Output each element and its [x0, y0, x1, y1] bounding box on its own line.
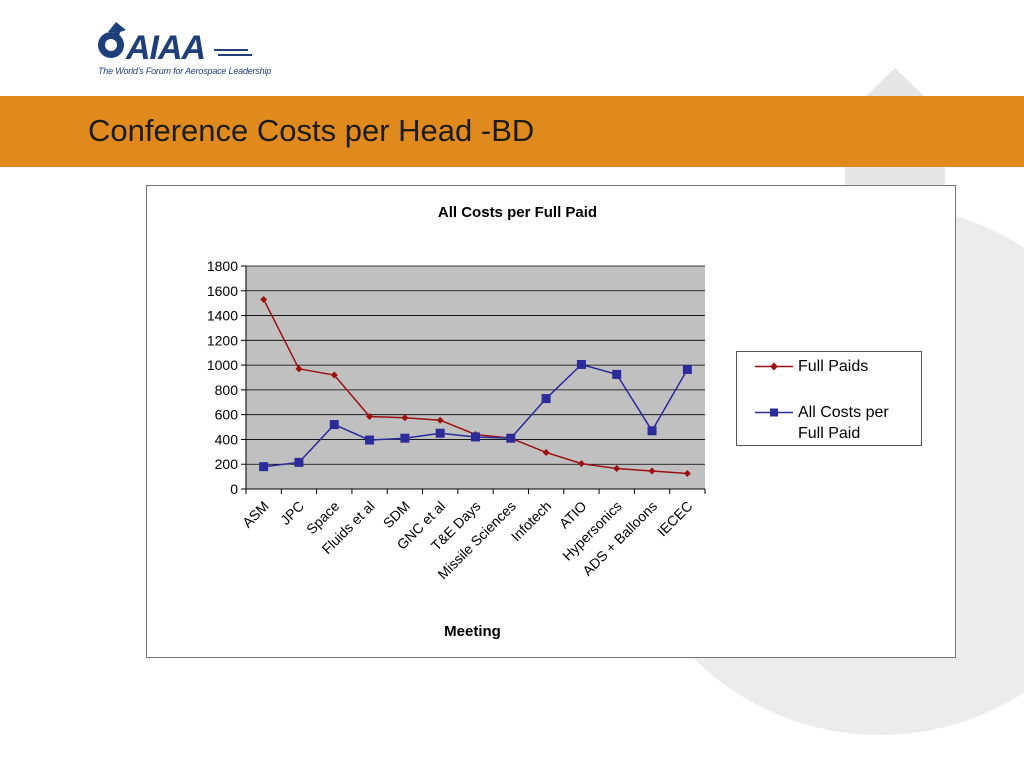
data-point-full-paids	[542, 448, 550, 456]
y-tick-label: 400	[215, 431, 239, 447]
data-point-full-paids	[260, 295, 268, 303]
data-point-full-paids	[401, 414, 409, 422]
data-point-full-paids	[648, 467, 656, 475]
line-chart: All Costs per Full Paid 0 200 400 600 800 1000…	[207, 204, 706, 640]
data-point-all-costs	[435, 428, 445, 438]
data-point-all-costs	[541, 394, 551, 404]
data-point-all-costs	[576, 359, 586, 369]
y-tick-label: 1800	[207, 258, 238, 274]
data-point-full-paids	[330, 371, 338, 379]
y-tick-label: 800	[215, 382, 239, 398]
x-tick-label: JPC	[277, 498, 307, 528]
chart-legend: Full Paids All Costs per Full Paid	[736, 351, 922, 446]
data-point-all-costs	[259, 462, 269, 472]
y-tick-label: 1600	[207, 283, 238, 299]
data-point-all-costs	[471, 432, 480, 442]
data-point-full-paids	[613, 465, 621, 473]
aiaa-logo: AIAA The World's Forum for Aerospace Lea…	[96, 18, 271, 80]
legend-label-all-costs: All Costs per Full Paid	[798, 404, 889, 442]
data-point-all-costs	[612, 369, 622, 379]
x-tick-label: IECEC	[654, 498, 696, 540]
plot-area	[246, 266, 705, 489]
data-point-all-costs	[294, 457, 304, 467]
data-point-all-costs	[647, 426, 657, 436]
y-tick-label: 1400	[207, 308, 238, 324]
data-point-all-costs	[682, 364, 692, 374]
data-point-full-paids	[436, 416, 444, 424]
legend-swatch-all-costs	[755, 408, 793, 417]
data-point-all-costs	[400, 433, 410, 443]
data-point-all-costs	[506, 433, 516, 443]
legend-swatch-full-paids	[755, 362, 793, 371]
y-tick-label: 600	[215, 407, 239, 423]
x-axis-label: Meeting	[444, 623, 501, 640]
x-tick-label: ASM	[239, 498, 272, 531]
y-tick-label: 0	[230, 481, 238, 497]
data-point-full-paids	[683, 470, 691, 478]
logo-brand-text: AIAA	[125, 29, 205, 66]
data-point-full-paids	[577, 460, 585, 468]
data-point-full-paids	[366, 413, 374, 421]
page-title: Conference Costs per Head -BD	[88, 113, 535, 148]
title-bar	[0, 96, 1024, 167]
data-point-all-costs	[365, 435, 375, 445]
logo-arrow-icon	[108, 22, 126, 40]
y-tick-label: 1200	[207, 332, 238, 348]
aiaa-logo-mark: AIAA	[98, 22, 252, 66]
y-tick-label: 200	[215, 456, 239, 472]
y-tick-label: 1000	[207, 357, 238, 373]
x-tick-label: Infotech	[508, 498, 555, 545]
logo-tagline: The World's Forum for Aerospace Leadersh…	[98, 66, 272, 76]
data-point-full-paids	[295, 365, 303, 373]
chart-title: All Costs per Full Paid	[438, 204, 597, 221]
legend-label-full-paids: Full Paids	[798, 358, 869, 375]
data-point-all-costs	[329, 420, 339, 430]
